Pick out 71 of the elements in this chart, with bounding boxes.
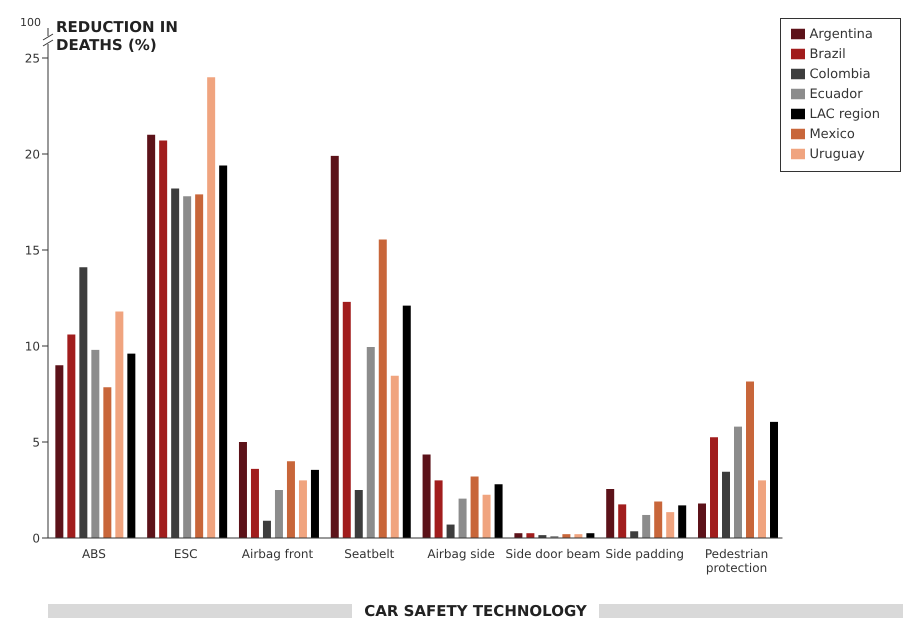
bar	[250, 468, 259, 538]
bar	[67, 334, 76, 538]
bar	[698, 503, 706, 538]
bar	[103, 387, 112, 538]
legend-label: Uruguay	[809, 147, 865, 162]
bar	[390, 376, 399, 538]
x-tick-label: Side door beam	[506, 547, 600, 561]
bar	[127, 354, 136, 538]
x-tick-label: Pedestrian protection	[704, 547, 768, 575]
bar	[494, 484, 503, 538]
bar	[574, 534, 582, 538]
x-tick-label: Airbag front	[242, 547, 314, 561]
bar	[298, 480, 307, 538]
y-tick-label: 25	[24, 51, 40, 66]
y-axis-title: REDUCTION IN DEATHS (%)	[56, 18, 179, 54]
legend-label: Ecuador	[809, 87, 863, 102]
bar	[422, 454, 431, 538]
text: 100	[20, 16, 41, 29]
bar	[654, 502, 662, 538]
bar	[342, 302, 351, 538]
bar	[402, 306, 411, 538]
legend-label: Mexico	[809, 127, 855, 142]
bar	[91, 350, 100, 538]
bar	[758, 480, 766, 538]
bar	[458, 498, 467, 538]
bar	[618, 504, 626, 538]
y-tick-label: 5	[32, 435, 40, 450]
y-tick-label: 15	[24, 243, 40, 258]
bar	[207, 77, 216, 538]
bar	[770, 422, 778, 538]
bar	[746, 382, 754, 538]
bar	[183, 196, 192, 538]
bar	[195, 194, 204, 538]
bar	[734, 426, 742, 538]
legend-label: Argentina	[809, 27, 873, 42]
bar	[642, 514, 650, 538]
legend-label: Brazil	[809, 47, 846, 62]
bar	[378, 239, 387, 538]
y-tick-label: 0	[32, 531, 40, 546]
bar	[286, 461, 295, 538]
bar	[678, 505, 686, 538]
bar	[55, 365, 64, 538]
bar	[710, 437, 718, 538]
bar	[330, 156, 339, 538]
bar	[526, 533, 534, 538]
bar	[470, 476, 479, 538]
x-tick-label: ABS	[82, 547, 106, 561]
bar	[147, 134, 156, 538]
x-tick-label: ESC	[174, 547, 198, 561]
bar	[219, 166, 228, 538]
y-tick-label: 20	[24, 147, 40, 162]
x-tick-label: Side padding	[605, 547, 684, 561]
x-axis-title: CAR SAFETY TECHNOLOGY	[363, 602, 588, 620]
bar	[159, 140, 168, 538]
bar	[586, 533, 594, 538]
bar	[482, 494, 491, 538]
x-tick-label: Seatbelt	[344, 547, 395, 561]
bar	[238, 442, 247, 538]
bar	[274, 490, 283, 538]
bar	[115, 311, 124, 538]
bar	[562, 534, 570, 538]
bar	[606, 489, 614, 538]
legend-label: Colombia	[809, 67, 871, 82]
y-tick-label: 10	[24, 339, 40, 354]
x-tick-label: Airbag side	[427, 547, 495, 561]
bar	[434, 480, 443, 538]
bar	[310, 470, 319, 538]
bar	[514, 533, 522, 538]
bar	[666, 512, 674, 538]
legend-label: LAC region	[809, 107, 880, 122]
bar	[366, 346, 375, 538]
